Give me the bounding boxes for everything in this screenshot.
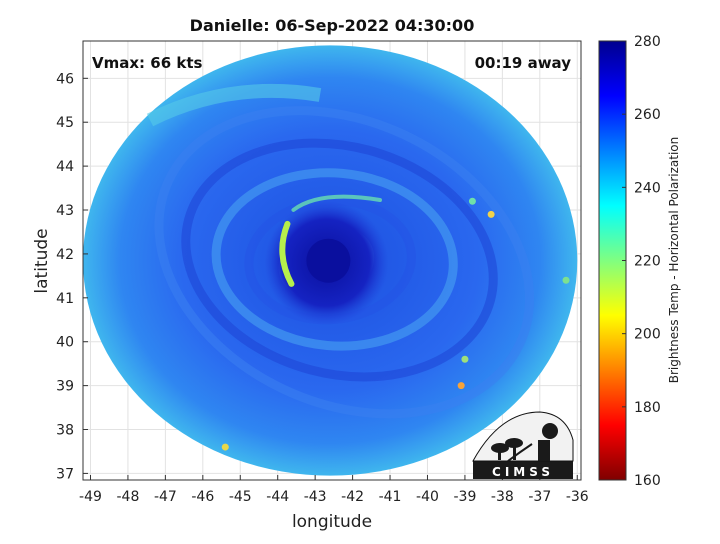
x-tick-label: -36 [566,489,589,505]
colorbar-tick-label: 220 [634,254,661,270]
y-tick-label: 44 [56,159,74,175]
x-tick-label: -46 [191,489,214,505]
logo-text: CIMSS [492,465,554,479]
y-axis-label: latitude [32,228,52,293]
swath-layer [83,45,578,476]
y-tick-label: 46 [56,71,74,87]
rain-band [154,106,535,419]
y-tick-label: 40 [56,335,74,351]
x-tick-label: -49 [79,489,102,505]
x-tick-label: -42 [341,489,364,505]
colorbar-tick-label: 280 [634,34,661,50]
outer-band [146,83,322,127]
cimss-logo: CIMSS [472,411,574,479]
warm-speckle [461,355,469,363]
warm-speckle [468,197,476,205]
y-tick-label: 43 [56,203,74,219]
colorbar-ticks: 160 180 200 220 240 260 280 [622,34,661,489]
time-away-annotation: 00:19 away [475,54,572,72]
x-tick-label: -47 [154,489,177,505]
x-tick-label: -37 [528,489,551,505]
y-tick-label: 38 [56,423,74,439]
colorbar-label: Brightness Temp - Horizontal Polarizatio… [667,137,681,384]
colorbar-gradient [598,40,627,481]
colorbar-tick-label: 260 [634,107,661,123]
y-tick-label: 42 [56,247,74,263]
y-tick-label: 39 [56,379,74,395]
rain-band [181,138,498,382]
y-tick-label: 45 [56,115,74,131]
eyewall-band [279,220,295,287]
warm-speckle [487,210,495,218]
x-tick-label: -44 [266,489,289,505]
y-tick-label: 41 [56,291,74,307]
inner-band [291,194,382,212]
rain-band [211,168,458,351]
warm-speckle [221,443,229,451]
plot-frame [82,40,582,481]
colorbar: 160 180 200 220 240 260 280 Brightness Temp - … [598,34,681,489]
colorbar-tick-label: 240 [634,180,661,196]
x-tick-label: -38 [491,489,514,505]
x-tick-label: -43 [304,489,327,505]
x-tick-label: -48 [116,489,139,505]
storm-eye [306,238,351,283]
x-tick-label: -39 [453,489,476,505]
x-tick-label: -45 [229,489,252,505]
colorbar-tick-label: 200 [634,327,661,343]
x-tick-label: -41 [379,489,402,505]
y-ticks: 37 38 39 40 41 42 43 44 45 46 [56,71,88,482]
chart-title: Danielle: 06-Sep-2022 04:30:00 [190,16,475,35]
vmax-annotation: Vmax: 66 kts [92,54,202,72]
x-ticks: -49 -48 -47 -46 -45 -44 -43 -42 -41 -40 -39 -38 -37-… [79,475,589,505]
colorbar-tick-label: 160 [634,473,661,489]
x-tick-label: -40 [416,489,439,505]
warm-speckle [562,276,570,284]
colorbar-tick-label: 180 [634,400,661,416]
plot-area [83,41,581,480]
y-tick-label: 37 [56,466,74,482]
warm-speckle [457,382,465,390]
x-axis-label: longitude [292,512,372,532]
